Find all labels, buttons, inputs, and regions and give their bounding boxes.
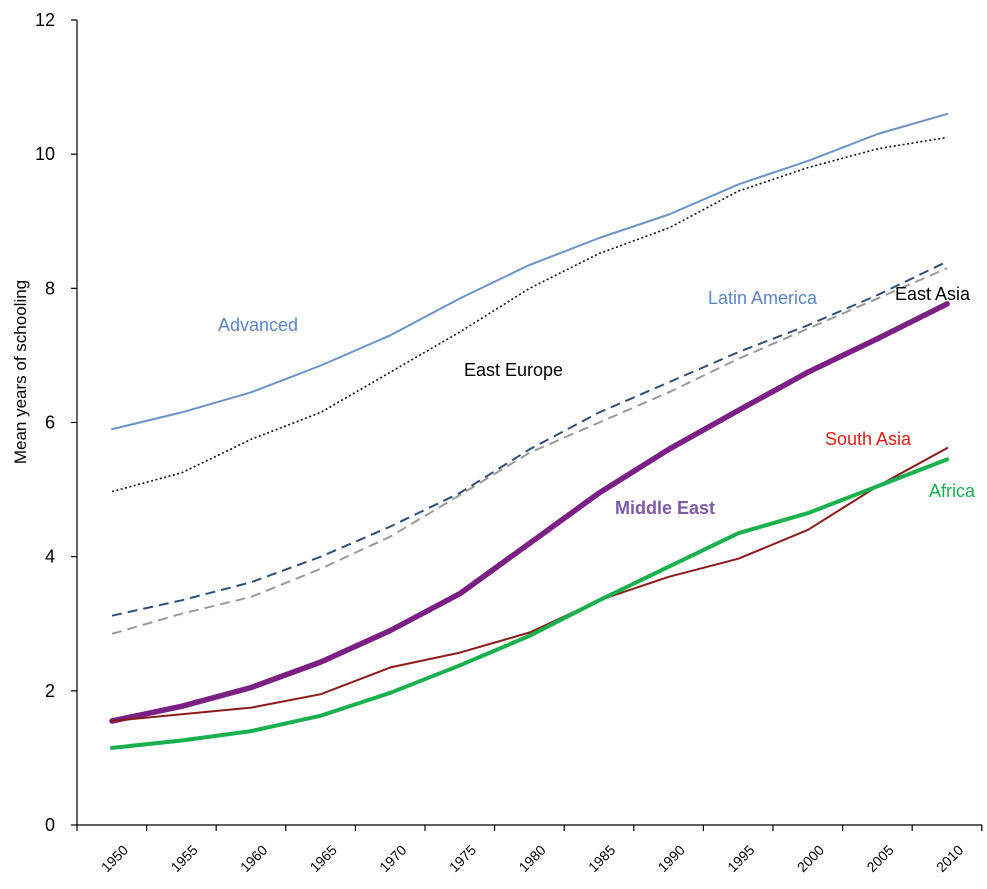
series-line-latin-america: [111, 267, 948, 635]
series-label-africa: Africa: [929, 481, 976, 501]
y-axis-title: Mean years of schooling: [11, 280, 30, 464]
series-label-east-asia: East Asia: [895, 284, 971, 304]
series-line-africa: [110, 457, 950, 750]
x-tick-label: 1950: [98, 842, 131, 875]
series-label-advanced: Advanced: [218, 315, 298, 335]
series-label-middle-east: Middle East: [615, 498, 715, 518]
x-tick-label: 1990: [655, 842, 688, 875]
y-tick-label: 4: [45, 547, 55, 567]
y-tick-label: 2: [45, 681, 55, 701]
series-line-advanced: [111, 112, 949, 431]
x-tick-label: 1995: [724, 842, 757, 875]
series-line-south-asia: [111, 447, 949, 722]
annotation-layer: Advanced East Europe Latin America East Asi…: [218, 284, 976, 518]
x-tick-label: 1975: [446, 842, 479, 875]
series-label-latin-america: Latin America: [708, 288, 818, 308]
y-tick-label: 12: [35, 10, 55, 30]
series-line-east-europe: [111, 136, 948, 493]
y-tick-label: 6: [45, 413, 55, 433]
series-line-east-asia: [111, 260, 948, 617]
x-tick-label: 1970: [376, 842, 409, 875]
x-tick-label: 2005: [863, 842, 896, 875]
x-tick-label: 1960: [237, 842, 270, 875]
series-line-middle-east: [109, 301, 950, 724]
x-tick-label: 2000: [794, 842, 827, 875]
series-layer: [109, 112, 950, 750]
series-label-south-asia: South Asia: [825, 429, 912, 449]
y-tick-label: 10: [35, 144, 55, 164]
y-tick-label: 0: [45, 815, 55, 835]
x-tick-label: 1985: [585, 842, 618, 875]
y-tick-label: 8: [45, 278, 55, 298]
x-tick-label: 1955: [167, 842, 200, 875]
x-tick-label: 1965: [307, 842, 340, 875]
series-label-east-europe: East Europe: [464, 360, 563, 380]
x-tick-label: 1980: [515, 842, 548, 875]
x-tick-label: 2010: [933, 842, 966, 875]
